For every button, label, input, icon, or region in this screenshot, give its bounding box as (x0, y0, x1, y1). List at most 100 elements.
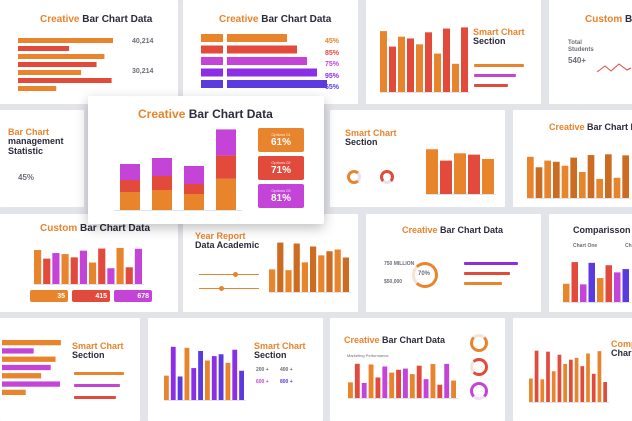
bar-mark (591, 373, 596, 402)
bar-chart (348, 363, 458, 399)
slide-thumb-6-selected[interactable]: Creative Bar Chart Data Options 01 61% O… (88, 96, 324, 224)
donut-chart (470, 382, 488, 400)
slide-thumb-3[interactable]: Smart Chart Section (366, 0, 541, 104)
bar-mark (580, 284, 587, 302)
slide-thumb-5[interactable]: Bar Chart management Statistic 45% (0, 110, 84, 207)
stat-value: 600 + (256, 379, 269, 385)
donut-chart (470, 358, 488, 376)
bar-mark (239, 370, 244, 400)
donut-label: 70% (418, 271, 431, 277)
stack-segment (184, 166, 204, 184)
slide-title: Comparisson (573, 225, 631, 235)
stat-value: 540+ (568, 56, 587, 65)
bar-mark (18, 86, 57, 91)
bar-mark (603, 382, 607, 402)
bar-mark (184, 347, 190, 400)
bar-mark (79, 250, 87, 284)
slide-thumb-12[interactable]: Comparisson Chart One Ch (549, 214, 632, 312)
slide-title: Creative Bar Chart D (549, 122, 632, 132)
line-sparkline (596, 63, 632, 73)
bar-mark (535, 167, 543, 198)
bar-mark (409, 374, 415, 398)
donut-chart (380, 170, 394, 184)
slide-thumb-7[interactable]: Smart Chart Section (330, 110, 505, 207)
bar-mark (461, 27, 468, 92)
bar-mark (529, 378, 533, 402)
bar-mark (613, 177, 621, 198)
slide-thumb-14[interactable]: Smart Chart Section 200 + 400 + 600 + 800… (148, 318, 323, 421)
bar-chart (426, 149, 496, 195)
bar-mark (614, 272, 621, 302)
bar-mark (380, 31, 387, 92)
bar-mark (61, 254, 69, 284)
bar-mark (571, 262, 578, 302)
bar-chart (164, 346, 246, 401)
bar-mark (18, 70, 82, 75)
donut-chart (412, 262, 438, 288)
bar-mark (98, 248, 106, 284)
bar-mark (2, 340, 61, 346)
bar-mark (451, 380, 456, 398)
bar-mark (580, 366, 585, 402)
option-card: Options 03 81% (258, 184, 304, 208)
axis-line (380, 92, 470, 93)
bar-mark (557, 354, 562, 402)
slide-thumb-15[interactable]: Creative Bar Chart Data Marketing Perfor… (330, 318, 505, 421)
slide-thumb-16[interactable]: CompChar (513, 318, 632, 421)
axis-line (348, 398, 458, 399)
stat-value: 400 + (280, 367, 293, 373)
bar-mark (375, 377, 381, 398)
bar-mark (452, 63, 459, 92)
slide-thumb-11[interactable]: Creative Bar Chart Data 750 MILLION $50,… (366, 214, 541, 312)
label-tag (201, 68, 223, 77)
slide-thumb-4[interactable]: Custom Ba Total Students 540+ (549, 0, 632, 104)
column-label: Chart One (573, 243, 598, 249)
bar-mark (293, 243, 300, 292)
slide-thumb-8[interactable]: Creative Bar Chart D (513, 110, 632, 207)
arrow-bar (227, 45, 297, 54)
slider-knob (219, 286, 224, 291)
slide-thumb-2[interactable]: Creative Bar Chart Data 45% 85% 75% 95% … (183, 0, 358, 104)
bar-mark (382, 366, 388, 398)
bar-chart (380, 27, 470, 93)
bar-mark (437, 384, 443, 398)
bar-mark (2, 389, 26, 395)
bar-mark (426, 149, 438, 194)
slide-title: Creative Bar Chart Data (219, 14, 332, 25)
slide-thumb-9[interactable]: Custom Bar Chart Data 35 415 678 (0, 214, 178, 312)
bar-mark (2, 364, 51, 371)
bar-mark (52, 253, 60, 284)
stack-segment (152, 158, 172, 176)
percent-list: 45% 85% 75% 95% 65% (325, 38, 340, 91)
slide-thumb-13[interactable]: Smart Chart Section (0, 318, 140, 421)
bar-mark (540, 379, 545, 402)
axis-line (527, 198, 631, 199)
axis-line (34, 284, 144, 285)
bar-mark (416, 44, 423, 92)
column-label: Ch (625, 243, 632, 249)
stat-value: 30,214 (132, 68, 154, 75)
bar-mark (211, 356, 217, 400)
slide-title: Creative Bar Chart Data (138, 107, 273, 121)
stack-segment (120, 180, 140, 192)
slide-title: Custom Ba (585, 14, 632, 25)
bar-mark (423, 379, 429, 398)
stat-value: 800 + (280, 379, 293, 385)
slide-thumb-1[interactable]: Creative Bar Chart Data 40,214 30,214 (0, 0, 178, 104)
bar-mark (389, 46, 396, 92)
slide-thumb-10[interactable]: Year Report Data Academic (183, 214, 358, 312)
arrow-bar (227, 57, 307, 65)
bar-chart (527, 154, 631, 199)
bar-mark (2, 373, 42, 379)
slider-track (199, 274, 259, 275)
bar-mark (605, 265, 612, 302)
stat-value: 750 MILLION (384, 261, 415, 267)
bar-mark (444, 363, 450, 398)
stack-segment (120, 192, 140, 210)
label-tag (201, 57, 223, 65)
bar-mark (443, 28, 450, 93)
stat-label: Total Students (568, 40, 594, 53)
bar-mark (170, 346, 176, 400)
axis-line (563, 302, 631, 303)
bar-mark (89, 262, 97, 284)
